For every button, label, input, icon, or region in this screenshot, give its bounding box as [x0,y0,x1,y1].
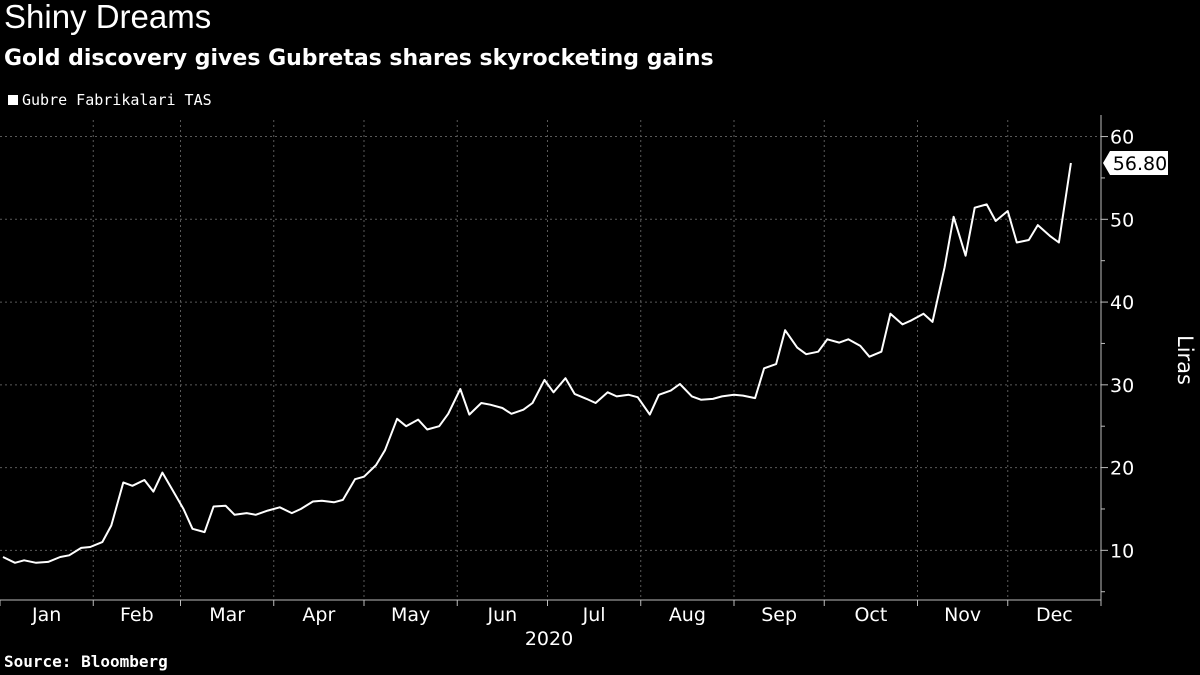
y-axis-label: Liras [1173,335,1197,385]
x-tick-label: Aug [669,604,706,626]
x-tick-label: Jan [31,604,61,626]
y-tick-label: 30 [1110,375,1134,397]
x-tick-label: Mar [209,604,245,626]
price-line [2,162,1072,564]
last-value-label: 56.80 [1113,153,1167,175]
x-tick-label: Oct [854,604,887,626]
y-tick-label: 50 [1110,209,1134,231]
chart-subtitle: Gold discovery gives Gubretas shares sky… [4,46,714,71]
x-tick-label: Nov [944,604,981,626]
x-tick-label: Sep [761,604,797,626]
x-tick-label: Jul [582,604,606,626]
y-tick-label: 10 [1110,540,1134,562]
y-tick-label: 40 [1110,292,1134,314]
x-tick-label: Dec [1036,604,1073,626]
x-tick-label: Jun [487,604,518,626]
x-tick-label: May [391,604,430,626]
y-tick-label: 20 [1110,458,1134,480]
legend: Gubre Fabrikalari TAS [8,91,212,109]
y-tick-label: 60 [1110,127,1134,149]
chart-title: Shiny Dreams [4,0,212,35]
x-tick-label: Apr [302,604,335,626]
source-note: Source: Bloomberg [4,652,168,671]
x-axis-year-label: 2020 [525,628,573,650]
last-value-flag [1103,151,1168,176]
legend-label: Gubre Fabrikalari TAS [22,91,212,109]
x-tick-label: Feb [120,604,154,626]
legend-swatch [8,95,18,105]
